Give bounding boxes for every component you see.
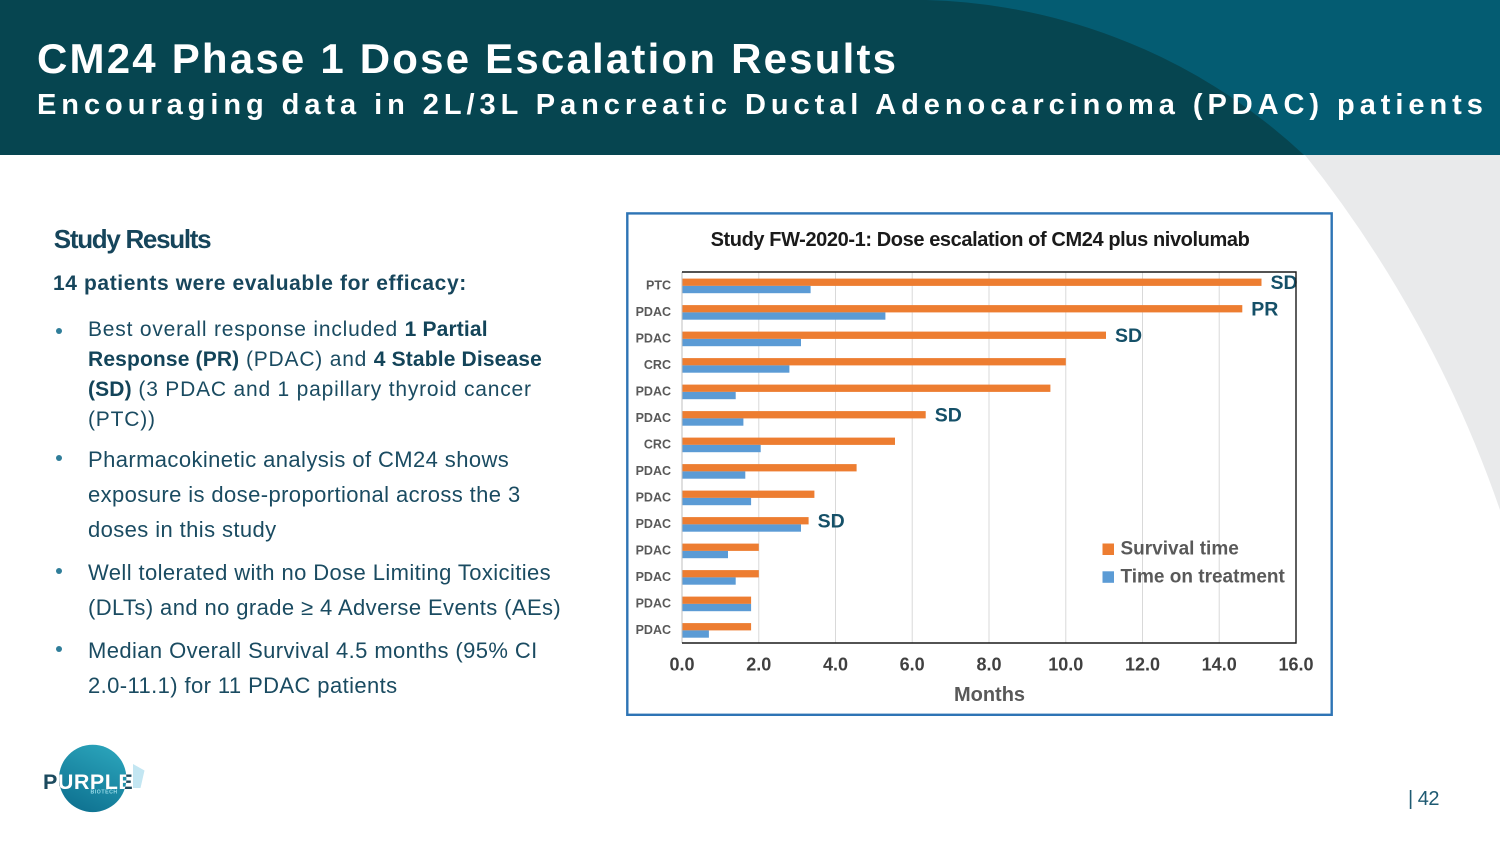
svg-text:SD: SD [1271, 272, 1298, 294]
svg-text:PR: PR [1251, 299, 1278, 321]
svg-text:PDAC: PDAC [636, 385, 671, 399]
svg-text:PDAC: PDAC [636, 305, 671, 319]
svg-text:6.0: 6.0 [900, 655, 925, 675]
svg-text:PDAC: PDAC [636, 491, 671, 505]
svg-text:14.0: 14.0 [1202, 655, 1237, 675]
svg-text:CRC: CRC [644, 358, 671, 372]
svg-text:8.0: 8.0 [976, 655, 1001, 675]
svg-text:16.0: 16.0 [1278, 655, 1313, 675]
svg-text:BIOTECH: BIOTECH [91, 790, 118, 796]
svg-text:2.0: 2.0 [746, 655, 771, 675]
svg-text:10.0: 10.0 [1048, 655, 1083, 675]
svg-text:Months: Months [954, 684, 1025, 706]
svg-text:PDAC: PDAC [636, 570, 671, 584]
svg-text:PURPLE: PURPLE [43, 770, 133, 794]
svg-text:CRC: CRC [644, 438, 671, 452]
svg-text:PTC: PTC [646, 279, 671, 293]
svg-text:Survival time: Survival time [1121, 539, 1239, 560]
svg-text:SD: SD [935, 405, 962, 427]
svg-text:PDAC: PDAC [636, 544, 671, 558]
svg-text:0.0: 0.0 [669, 655, 694, 675]
svg-text:PDAC: PDAC [636, 623, 671, 637]
svg-text:SD: SD [1115, 325, 1142, 347]
svg-text:PDAC: PDAC [636, 332, 671, 346]
svg-text:PDAC: PDAC [636, 517, 671, 531]
svg-text:4.0: 4.0 [823, 655, 848, 675]
svg-text:12.0: 12.0 [1125, 655, 1160, 675]
svg-text:PDAC: PDAC [636, 411, 671, 425]
svg-text:PDAC: PDAC [636, 464, 671, 478]
svg-text:SD: SD [818, 511, 845, 533]
svg-text:PDAC: PDAC [636, 597, 671, 611]
svg-text:PURPLE: PURPLE [43, 770, 133, 794]
svg-text:Time on treatment: Time on treatment [1121, 566, 1286, 587]
